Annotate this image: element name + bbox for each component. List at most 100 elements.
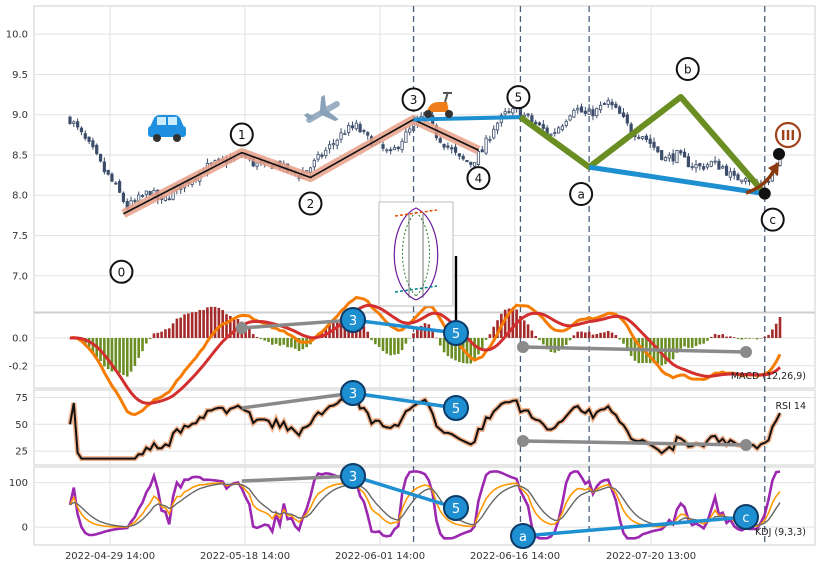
- projection-arrow: [745, 169, 776, 195]
- macd-histogram-bar: [626, 338, 629, 349]
- svg-text:5: 5: [452, 502, 460, 517]
- wave-label-circle-5: [506, 85, 531, 110]
- kdj-panel: [33, 466, 816, 546]
- candle-body: [576, 107, 580, 111]
- candle-body: [560, 125, 565, 131]
- candle-body: [354, 122, 358, 130]
- macd-histogram-bar: [152, 333, 156, 338]
- macd-histogram-bar: [255, 337, 259, 338]
- macd-histogram-bar: [339, 317, 343, 338]
- candle-body: [343, 133, 347, 136]
- macd-histogram-bar: [522, 320, 526, 338]
- macd-histogram-bar: [271, 338, 274, 345]
- macd-histogram-bar: [488, 334, 492, 338]
- candle-body: [740, 179, 744, 183]
- rsi-low-divergence-line-dot: [740, 439, 752, 451]
- macd-histogram-bar: [492, 326, 496, 338]
- candle-body: [682, 151, 687, 158]
- candle-body: [442, 143, 446, 148]
- candle-body: [534, 121, 538, 125]
- candle-body: [705, 164, 710, 168]
- candle-body: [606, 99, 610, 105]
- candle-body: [526, 113, 530, 116]
- candle-body: [137, 194, 141, 202]
- kdj-divergence-line: [241, 474, 354, 483]
- macd-histogram-bar: [759, 338, 763, 339]
- macd-histogram-bar: [526, 324, 530, 338]
- macd-divergence-line-dot: [235, 322, 248, 334]
- wave-label-circle-4: [466, 166, 491, 191]
- candle-body: [679, 150, 683, 154]
- macd-histogram-bar: [717, 334, 721, 338]
- macd-histogram-bar: [683, 338, 686, 347]
- candle-body: [503, 111, 507, 115]
- candle-body: [312, 159, 316, 168]
- macd-histogram-bar: [190, 312, 194, 338]
- x-tick: 2022-07-20 13:00: [606, 551, 696, 562]
- macd-histogram-bar: [370, 338, 373, 341]
- candle-body: [95, 144, 99, 155]
- wave-3-5-line: [413, 115, 521, 122]
- macd-histogram-bar: [68, 338, 72, 339]
- macd-divergence-line: [241, 318, 354, 330]
- macd-histogram-bar: [286, 338, 289, 348]
- macd-histogram-bar: [675, 338, 679, 353]
- macd-histogram-bar: [591, 334, 595, 338]
- macd-histogram-bar: [278, 338, 282, 346]
- macd-histogram-bar: [755, 338, 759, 340]
- candle-body: [591, 109, 595, 117]
- candle-body: [362, 130, 366, 132]
- macd-histogram-bar: [167, 328, 171, 338]
- candle-body: [507, 111, 511, 113]
- rsi-tick: 25: [15, 447, 28, 458]
- macd-histogram-bar: [687, 338, 690, 349]
- candle-body: [595, 108, 599, 117]
- macd-histogram-bar: [103, 338, 106, 367]
- wave-c-dot: [758, 187, 771, 200]
- macd-histogram-bar: [202, 310, 205, 338]
- candle-body: [347, 125, 351, 133]
- macd-histogram-bar: [122, 338, 125, 376]
- candle-body: [702, 166, 706, 170]
- x-tick: 2022-05-18 14:00: [200, 551, 290, 562]
- candle-body: [453, 146, 458, 153]
- badge-5-kdj: 5: [443, 495, 469, 521]
- candle-body: [404, 131, 408, 143]
- badge-c-kdj: c: [733, 504, 759, 530]
- candle-body: [656, 146, 660, 153]
- candle-body: [686, 156, 690, 168]
- svg-text:a: a: [519, 530, 527, 545]
- macd-histogram-bar: [274, 338, 278, 344]
- candle-body: [564, 120, 568, 126]
- macd-histogram-bar: [419, 325, 423, 338]
- macd-histogram-bar: [446, 338, 450, 357]
- candle-body: [473, 162, 477, 167]
- candle-body: [408, 128, 412, 133]
- wave-label-1: 1: [238, 128, 246, 142]
- candle-body: [72, 121, 76, 124]
- svg-text:c: c: [742, 511, 749, 526]
- macd-histogram-bar: [229, 316, 232, 338]
- candle-body: [728, 171, 732, 178]
- candle-body: [675, 150, 679, 164]
- candle-body: [652, 141, 656, 148]
- svg-text:3: 3: [349, 314, 357, 329]
- macd-histogram-bar: [110, 338, 114, 372]
- macd-histogram-bar: [767, 334, 770, 338]
- candle-body: [610, 101, 614, 106]
- kdj-k-line: [69, 482, 781, 528]
- candle-body: [331, 143, 335, 146]
- candle-body: [644, 135, 648, 140]
- candle-body: [484, 137, 488, 154]
- candle-body: [110, 173, 114, 182]
- candle-body: [614, 103, 618, 108]
- macd-histogram-bar: [416, 328, 419, 338]
- price-tick: 9.0: [12, 110, 28, 121]
- candle-body: [366, 132, 370, 136]
- rsi-label: RSI 14: [775, 401, 806, 412]
- candle-body: [721, 166, 725, 169]
- x-tick: 2022-06-16 14:00: [470, 551, 560, 562]
- candle-body: [308, 167, 313, 173]
- macd-histogram-bar: [209, 306, 213, 338]
- candle-body: [133, 200, 137, 203]
